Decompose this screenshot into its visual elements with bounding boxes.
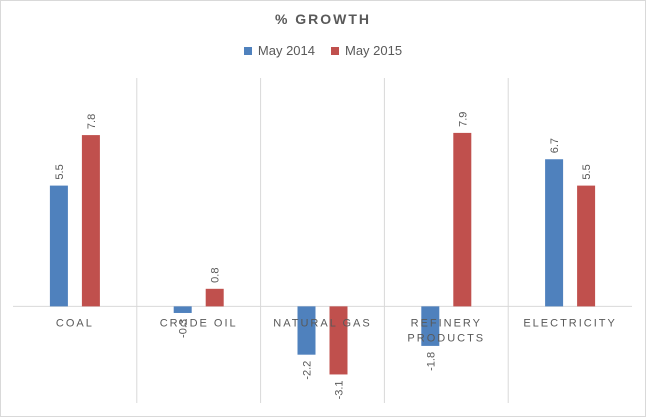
bar [421, 306, 440, 346]
bar [49, 185, 68, 307]
data-label: -1.8 [425, 352, 437, 371]
category-label: COAL [56, 317, 94, 329]
data-label: -0.3 [178, 319, 190, 338]
data-label: 7.9 [457, 112, 469, 127]
category-label: REFINERY [411, 317, 482, 329]
data-label: 5.5 [581, 164, 593, 179]
legend-label-may-2015: May 2015 [345, 43, 403, 58]
category-label: NATURAL GAS [273, 317, 371, 329]
bar [173, 306, 192, 313]
legend-item-may-2015: May 2015 [331, 43, 402, 58]
bar [545, 159, 564, 307]
legend-swatch-may-2014 [243, 46, 252, 55]
data-label: 5.5 [54, 164, 66, 179]
chart-legend: May 2014 May 2015 [0, 43, 646, 58]
category-label: ELECTRICITY [523, 317, 617, 329]
legend-item-may-2014: May 2014 [243, 43, 315, 58]
bar [205, 288, 224, 307]
data-label: -2.2 [302, 361, 314, 380]
bar [329, 306, 348, 375]
data-label: 0.8 [210, 268, 222, 283]
bar [577, 185, 596, 307]
chart-title: % GROWTH [274, 11, 372, 27]
bar [453, 132, 472, 307]
category-label: CRUDE OIL [160, 317, 238, 329]
data-label: 7.8 [86, 114, 98, 129]
legend-label-may-2014: May 2014 [257, 43, 315, 58]
data-label: 6.7 [549, 138, 561, 153]
category-label: PRODUCTS [407, 332, 485, 344]
bar [297, 306, 316, 355]
legend-swatch-may-2015 [331, 46, 339, 55]
data-label: -3.1 [334, 380, 346, 399]
bar [81, 135, 100, 307]
